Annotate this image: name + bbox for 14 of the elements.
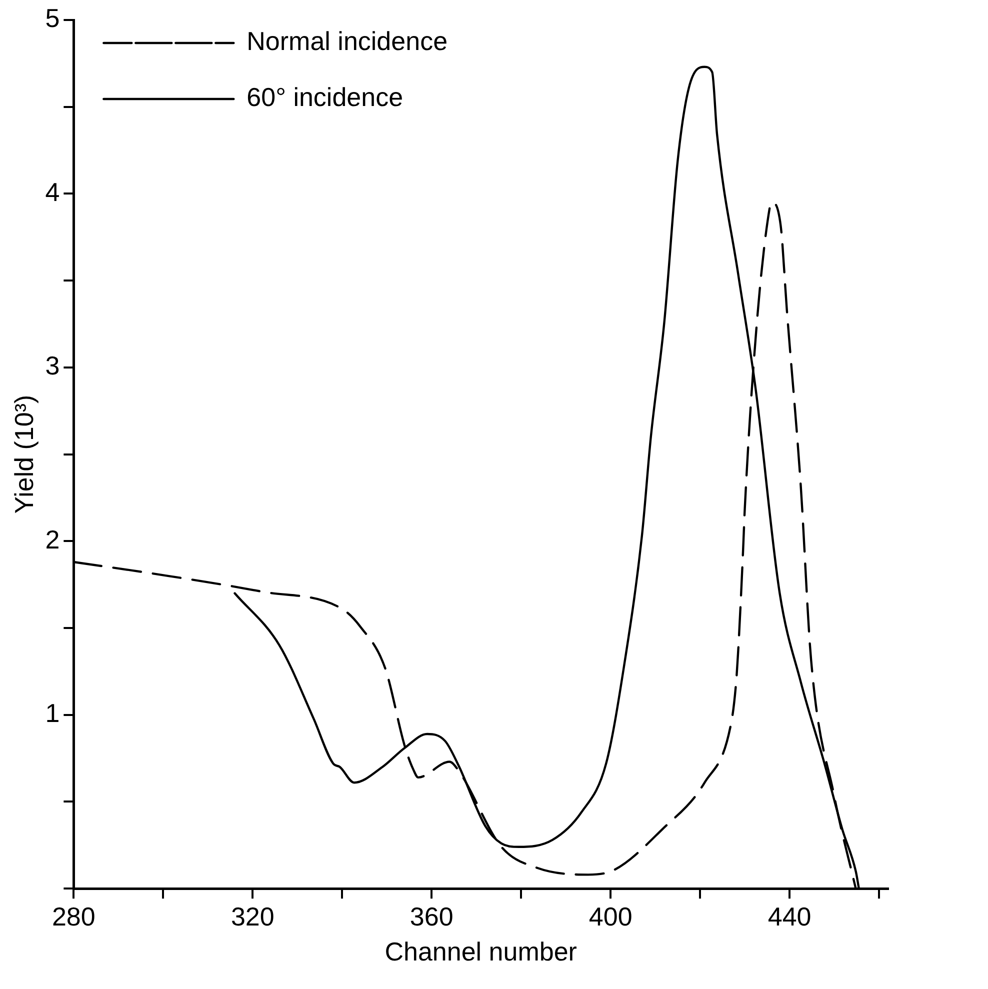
y-tick-label: 3 bbox=[45, 350, 60, 381]
legend-label: Normal incidence bbox=[246, 26, 448, 56]
x-tick-label: 440 bbox=[768, 901, 812, 932]
x-tick-label: 360 bbox=[410, 901, 454, 932]
x-tick-label: 280 bbox=[52, 901, 96, 932]
x-tick-label: 400 bbox=[588, 901, 632, 932]
y-tick-label: 1 bbox=[45, 698, 60, 728]
x-axis-title: Channel number bbox=[384, 936, 578, 967]
y-axis-title: Yield (10³) bbox=[8, 394, 39, 514]
legend-label: 60° incidence bbox=[246, 82, 404, 112]
y-tick-label: 5 bbox=[45, 3, 60, 34]
x-tick-label: 320 bbox=[230, 901, 274, 932]
y-tick-label: 4 bbox=[45, 176, 60, 207]
y-tick-label: 2 bbox=[45, 524, 60, 554]
